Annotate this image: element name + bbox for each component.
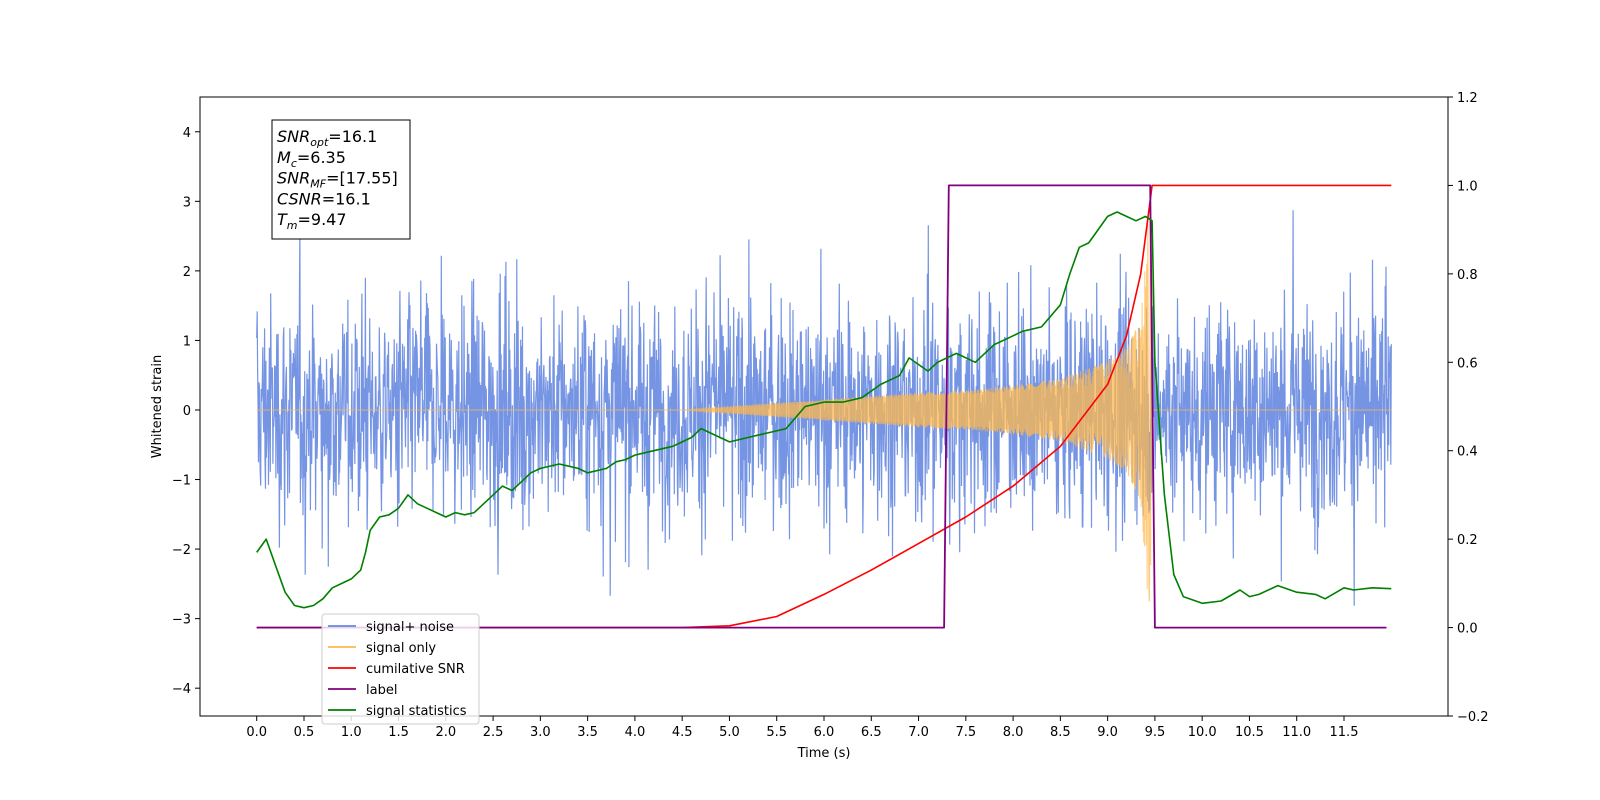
y-tick-label-right: 0.2 <box>1457 533 1478 548</box>
y-tick-label-right: 0.8 <box>1457 268 1478 283</box>
y-tick-label-left: −1 <box>172 474 191 489</box>
x-tick-label: 2.0 <box>435 725 456 740</box>
y-tick-label-right: −0.2 <box>1457 710 1489 725</box>
y-tick-label-left: −3 <box>172 613 191 628</box>
y-tick-label-left: 2 <box>183 265 191 280</box>
y-tick-label-right: 0.6 <box>1457 356 1478 371</box>
plot-area <box>256 184 1392 629</box>
x-tick-label: 9.0 <box>1097 725 1118 740</box>
info-line: Tm=9.47 <box>277 210 347 232</box>
x-tick-label: 11.5 <box>1330 725 1359 740</box>
x-axis-label: Time (s) <box>797 746 851 761</box>
legend-label: cumilative SNR <box>366 662 465 677</box>
x-tick-label: 3.0 <box>530 725 551 740</box>
legend: signal+ noise signal only cumilative SNR la… <box>321 613 480 725</box>
x-tick-label: 10.5 <box>1235 725 1264 740</box>
x-tick-label: 1.5 <box>388 725 409 740</box>
y-tick-label-left: −2 <box>172 543 191 558</box>
info-line: SNRMF=[17.55] <box>277 169 398 191</box>
x-tick-label: 4.5 <box>672 725 693 740</box>
y-axis-label-left: Whitened strain <box>150 355 165 458</box>
x-tick-label: 7.0 <box>908 725 929 740</box>
x-tick-label: 1.0 <box>341 725 362 740</box>
y-tick-label-left: 1 <box>183 334 191 349</box>
legend-frame <box>321 613 480 725</box>
cumulative-snr-line <box>256 184 1392 629</box>
y-tick-label-right: 1.2 <box>1457 91 1478 106</box>
y-tick-label-left: −4 <box>172 682 191 697</box>
x-tick-label: 3.5 <box>577 725 598 740</box>
x-tick-label: 10.0 <box>1188 725 1217 740</box>
x-tick-label: 0.5 <box>294 725 315 740</box>
legend-label: signal statistics <box>366 704 467 719</box>
x-tick-label: 8.0 <box>1003 725 1024 740</box>
x-tick-label: 9.5 <box>1145 725 1166 740</box>
x-tick-label: 5.5 <box>766 725 787 740</box>
legend-label: signal+ noise <box>366 620 454 635</box>
x-tick-label: 11.0 <box>1282 725 1311 740</box>
x-tick-label: 6.0 <box>814 725 835 740</box>
info-line: SNRopt=16.1 <box>277 127 377 149</box>
label-line <box>256 184 1387 629</box>
signal-statistics-line <box>256 211 1392 609</box>
x-tick-label: 5.0 <box>719 725 740 740</box>
x-tick-label: 8.5 <box>1050 725 1071 740</box>
info-line: CSNR=16.1 <box>277 189 371 208</box>
y-tick-label-left: 4 <box>183 126 191 141</box>
x-tick-label: 7.5 <box>955 725 976 740</box>
y-tick-label-right: 0.4 <box>1457 445 1478 460</box>
info-box-frame <box>271 119 411 240</box>
info-line: Mc=6.35 <box>277 148 346 170</box>
axes: 0.0 0.5 1.0 1.5 2.0 2.5 3.0 3.5 4.0 4.5 5.0 5.5 6.0 6… <box>172 91 1489 740</box>
legend-label: label <box>366 683 397 698</box>
y-tick-label-right: 1.0 <box>1457 179 1478 194</box>
legend-label: signal only <box>366 641 436 656</box>
info-box: SNRopt=16.1Mc=6.35SNRMF=[17.55]CSNR=16.1… <box>271 119 411 240</box>
x-tick-label: 4.0 <box>625 725 646 740</box>
signal-only-line <box>256 201 1392 602</box>
x-tick-label: 2.5 <box>483 725 504 740</box>
signal-noise-line <box>256 210 1392 606</box>
y-tick-label-right: 0.0 <box>1457 622 1478 637</box>
x-tick-label: 6.5 <box>861 725 882 740</box>
y-tick-label-left: 0 <box>183 404 191 419</box>
x-tick-label: 0.0 <box>246 725 267 740</box>
y-tick-label-left: 3 <box>183 195 191 210</box>
